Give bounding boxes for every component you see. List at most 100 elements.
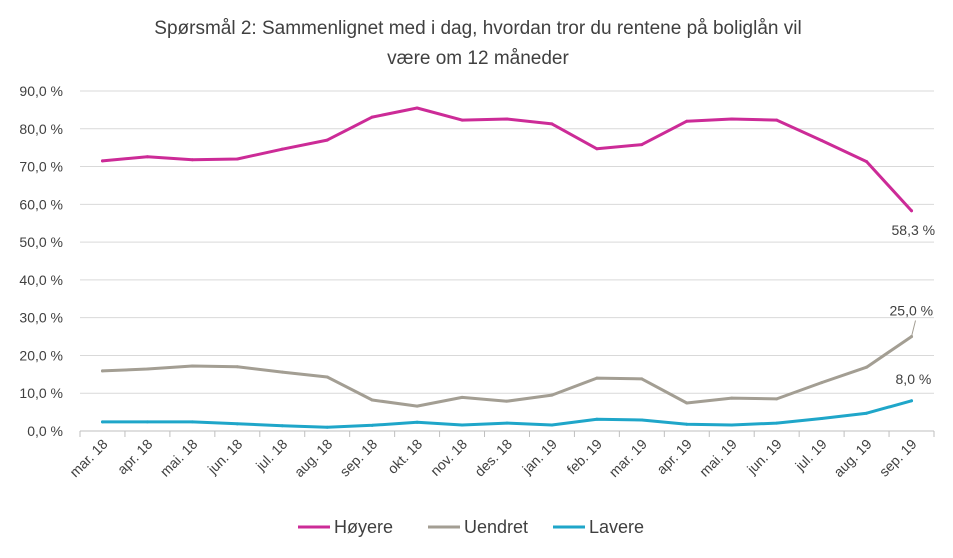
data-point — [325, 138, 329, 142]
data-point — [505, 117, 509, 121]
data-point — [505, 399, 509, 403]
data-point — [370, 115, 374, 119]
data-point — [775, 397, 779, 401]
legend-label: Lavere — [589, 517, 644, 537]
y-tick-label: 40,0 % — [19, 272, 63, 288]
data-labels: 58,3 % 25,0 % 8,0 % — [890, 222, 936, 387]
data-point — [595, 376, 599, 380]
x-tick-label: feb. 19 — [563, 436, 605, 478]
data-point — [820, 417, 824, 421]
data-point — [550, 423, 554, 427]
data-point — [775, 421, 779, 425]
data-point — [190, 420, 194, 424]
x-tick-label: sep. 19 — [876, 436, 920, 480]
data-point — [865, 365, 869, 369]
data-point — [640, 418, 644, 422]
data-point — [325, 375, 329, 379]
data-point — [730, 423, 734, 427]
data-point — [415, 404, 419, 408]
data-point — [685, 401, 689, 405]
data-point — [145, 367, 149, 371]
data-point — [820, 381, 824, 385]
data-point — [190, 364, 194, 368]
x-tick-label: mar. 19 — [606, 436, 650, 480]
gridlines — [80, 90, 934, 432]
x-tick-label: aug. 18 — [291, 436, 335, 480]
y-tick-label: 0,0 % — [27, 423, 63, 439]
data-point — [730, 396, 734, 400]
legend-label: Høyere — [334, 517, 393, 537]
x-tick-label: apr. 18 — [114, 436, 156, 478]
series-lines — [100, 106, 914, 429]
x-tick-label: mar. 18 — [66, 436, 110, 480]
data-point — [280, 424, 284, 428]
y-tick-label: 10,0 % — [19, 385, 63, 401]
x-tick-label: des. 18 — [471, 436, 515, 480]
data-point — [235, 365, 239, 369]
data-point — [415, 420, 419, 424]
data-point — [595, 417, 599, 421]
data-point — [865, 160, 869, 164]
data-point — [145, 420, 149, 424]
data-point — [190, 158, 194, 162]
data-point — [910, 399, 914, 403]
data-point — [730, 117, 734, 121]
x-tick-label: aug. 19 — [830, 436, 874, 480]
data-point — [595, 147, 599, 151]
data-point — [865, 411, 869, 415]
x-tick-label: jul. 18 — [252, 436, 291, 475]
y-tick-label: 70,0 % — [19, 159, 63, 175]
x-tick-label: nov. 18 — [427, 436, 470, 479]
leader-line — [911, 320, 917, 337]
y-tick-label: 80,0 % — [19, 121, 63, 137]
data-point — [235, 157, 239, 161]
data-label-hoyere: 58,3 % — [892, 222, 936, 238]
data-point — [370, 423, 374, 427]
data-point — [550, 122, 554, 126]
y-tick-label: 90,0 % — [19, 83, 63, 99]
data-point — [820, 138, 824, 142]
data-point — [280, 370, 284, 374]
y-tick-label: 30,0 % — [19, 310, 63, 326]
x-tick-label: jun. 18 — [204, 436, 246, 478]
data-point — [100, 369, 104, 373]
data-point — [460, 118, 464, 122]
data-point — [775, 118, 779, 122]
data-point — [235, 422, 239, 426]
x-tick-label: sep. 18 — [336, 436, 380, 480]
y-tick-label: 50,0 % — [19, 234, 63, 250]
y-axis-ticks: 0,0 % 10,0 % 20,0 % 30,0 % 40,0 % 50,0 % 60,0 … — [19, 83, 63, 439]
x-tick-label: mai. 18 — [157, 436, 201, 480]
data-label-lavere: 8,0 % — [896, 371, 932, 387]
data-point — [370, 398, 374, 402]
chart-title-line2: være om 12 måneder — [387, 48, 569, 69]
x-axis-ticks: mar. 18 apr. 18 mai. 18 jun. 18 jul. 18 aug. … — [66, 431, 935, 480]
data-point — [325, 425, 329, 429]
data-point — [460, 395, 464, 399]
data-point — [685, 119, 689, 123]
data-label-uendret: 25,0 % — [890, 303, 934, 319]
data-point — [100, 159, 104, 163]
x-tick-label: apr. 19 — [653, 436, 695, 478]
legend-label: Uendret — [464, 517, 528, 537]
data-point — [550, 393, 554, 397]
y-tick-label: 60,0 % — [19, 196, 63, 212]
x-tick-label: mai. 19 — [696, 436, 740, 480]
x-tick-label: okt. 18 — [384, 436, 425, 477]
x-tick-label: jun. 19 — [743, 436, 785, 478]
chart-title: Spørsmål 2: Sammenlignet med i dag, hvor… — [154, 18, 801, 39]
data-point — [640, 143, 644, 147]
data-point — [685, 422, 689, 426]
series-line-uendret — [101, 335, 913, 408]
x-tick-label: jul. 19 — [791, 436, 830, 475]
data-point — [910, 209, 914, 213]
data-point — [640, 377, 644, 381]
series-line-høyere — [101, 106, 913, 213]
data-point — [100, 420, 104, 424]
data-point — [145, 155, 149, 159]
data-point — [505, 421, 509, 425]
data-point — [415, 106, 419, 110]
legend: Høyere Uendret Lavere — [298, 517, 644, 537]
y-tick-label: 20,0 % — [19, 347, 63, 363]
